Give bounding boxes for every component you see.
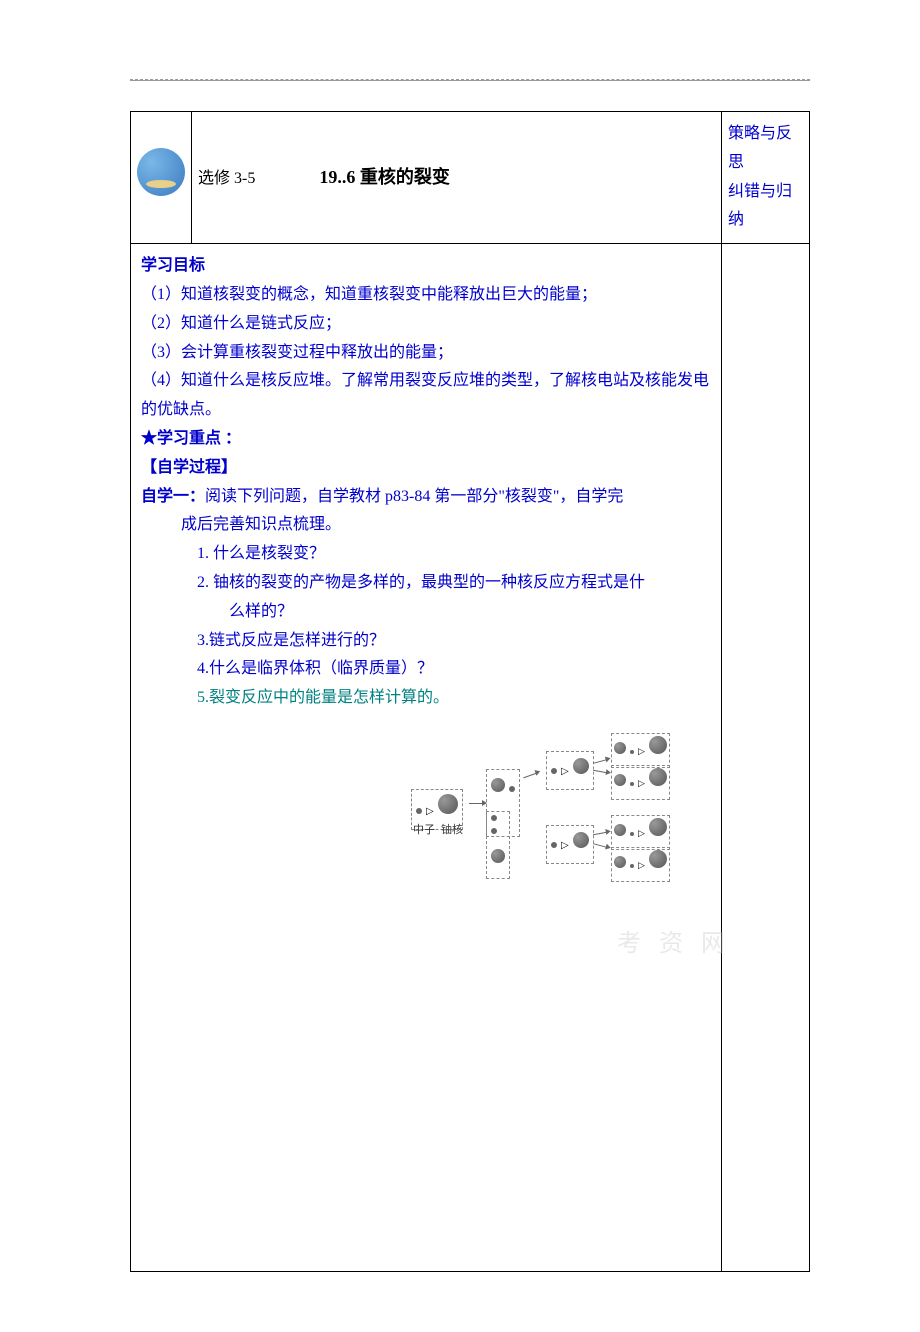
question-5: 5.裂变反应中的能量是怎样计算的。: [197, 684, 711, 713]
empty-space: 考 资 网: [141, 883, 711, 1263]
nucleus-icon: [649, 850, 667, 868]
diagram-stage3-box-2: ▷: [546, 825, 594, 864]
neutron-icon: [630, 864, 634, 868]
nucleus-icon: [491, 849, 505, 863]
diagram-stage4-box: ▷: [611, 815, 670, 850]
chain-reaction-diagram: ▷ 中子 铀核: [411, 733, 711, 883]
neutron-icon: [491, 828, 497, 834]
question-3: 3.链式反应是怎样进行的？: [197, 627, 711, 656]
nucleus-icon: [614, 774, 626, 786]
neutron-icon: [551, 768, 557, 774]
neutron-icon: [509, 786, 515, 792]
arrow-icon: [593, 770, 607, 773]
nucleus-icon: [573, 832, 589, 848]
header-row: 选修 3-5 19..6 重核的裂变 策略与反思 纠错与归纳: [131, 112, 810, 244]
watermark: 考 资 网: [617, 923, 731, 983]
sidebar-content: [722, 244, 810, 1272]
diagram-stage2-box-down: [486, 811, 510, 879]
neutron-icon: [630, 750, 634, 754]
nucleus-icon: [491, 778, 505, 792]
neutron-icon: [551, 842, 557, 848]
main-content: 学习目标 （1）知道核裂变的概念，知道重核裂变中能释放出巨大的能量； （2）知道…: [131, 244, 722, 1272]
nucleus-icon: [649, 818, 667, 836]
process-heading: 【自学过程】: [141, 454, 711, 483]
neutron-icon: [630, 832, 634, 836]
nucleus-icon: [614, 856, 626, 868]
nucleus-icon: [438, 794, 458, 814]
arrow-icon: [593, 832, 607, 835]
objective-3: （3）会计算重核裂变过程中释放出的能量；: [141, 339, 711, 368]
diagram-stage4-box: ▷: [611, 765, 670, 800]
diagram-stage3-box-1: ▷: [546, 751, 594, 790]
title-cell: 选修 3-5 19..6 重核的裂变: [192, 112, 722, 244]
arrow-icon: [593, 843, 607, 848]
sidebar-line1: 策略与反思: [728, 120, 803, 178]
logo-icon: [137, 148, 185, 196]
neutron-icon: [630, 782, 634, 786]
sidebar-line2: 纠错与归纳: [728, 178, 803, 236]
question-4: 4.什么是临界体积（临界质量）？: [197, 655, 711, 684]
self-study-text-cont: 成后完善知识点梳理。: [181, 511, 711, 540]
chapter-title: 19..6 重核的裂变: [319, 167, 450, 187]
subtitle: 选修 3-5: [198, 170, 255, 187]
objectives-heading: 学习目标: [141, 252, 711, 281]
key-heading: ★学习重点 ：: [141, 425, 711, 454]
nucleus-icon: [649, 736, 667, 754]
nucleus-icon: [614, 742, 626, 754]
nucleus-icon: [649, 768, 667, 786]
diagram-stage4-box: ▷: [611, 847, 670, 882]
diagram-stage4-box: ▷: [611, 733, 670, 768]
main-document-table: 选修 3-5 19..6 重核的裂变 策略与反思 纠错与归纳 学习目标 （1）知…: [130, 111, 810, 1272]
self-study-text: 阅读下列问题，自学教材 p83-84 第一部分"核裂变"，自学完: [205, 488, 623, 505]
neutron-icon: [416, 808, 422, 814]
top-divider: [130, 80, 810, 81]
objective-2: （2）知道什么是链式反应；: [141, 310, 711, 339]
logo-cell: [131, 112, 192, 244]
question-1: 1. 什么是核裂变？: [197, 540, 711, 569]
content-row: 学习目标 （1）知道核裂变的概念，知道重核裂变中能释放出巨大的能量； （2）知道…: [131, 244, 810, 1272]
self-study-label: 自学一：: [141, 488, 205, 505]
nucleus-icon: [614, 824, 626, 836]
question-2: 2. 铀核的裂变的产物是多样的，最典型的一种核反应方程式是什么样的？: [197, 569, 711, 627]
sidebar-header: 策略与反思 纠错与归纳: [722, 112, 810, 244]
label-neutron: 中子: [413, 821, 435, 841]
nucleus-icon: [573, 758, 589, 774]
objective-1: （1）知道核裂变的概念，知道重核裂变中能释放出巨大的能量；: [141, 281, 711, 310]
label-uranium: 铀核: [441, 821, 463, 841]
arrow-icon: [523, 773, 536, 779]
arrow-icon: [469, 803, 483, 804]
arrow-icon: [593, 759, 607, 764]
objective-4: （4）知道什么是核反应堆。了解常用裂变反应堆的类型，了解核电站及核能发电的优缺点…: [141, 367, 711, 425]
self-study-block: 自学一：阅读下列问题，自学教材 p83-84 第一部分"核裂变"，自学完 成后完…: [141, 483, 711, 541]
